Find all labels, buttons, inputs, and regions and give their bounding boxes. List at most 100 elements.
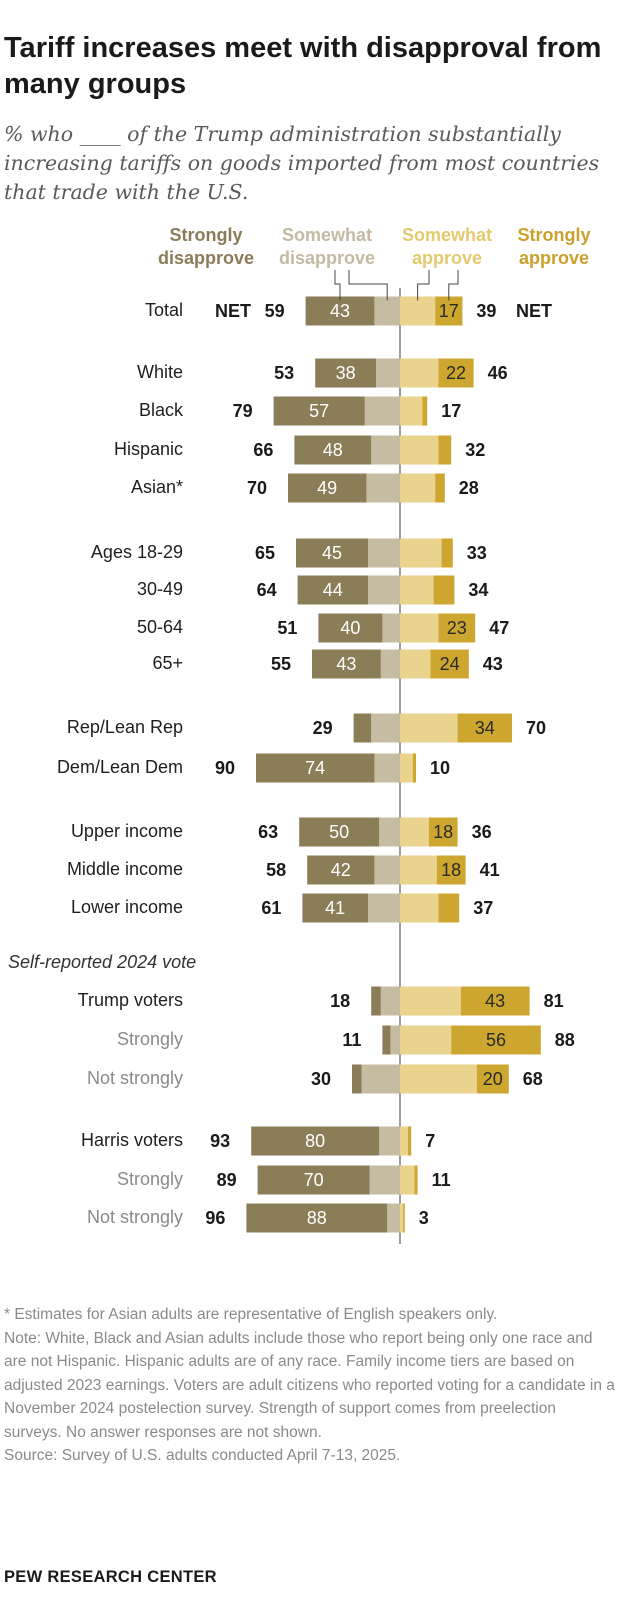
legend-strongly-approve-line1: Strongly: [517, 225, 590, 245]
bar-somewhat-disapprove: [390, 1025, 400, 1055]
bar-somewhat-approve: [400, 855, 437, 885]
net-disapprove-value: 70: [247, 478, 267, 498]
legend-strongly-approve-line2: approve: [519, 248, 589, 268]
bar-strongly-disapprove: [299, 817, 380, 847]
row-label: Black: [139, 400, 184, 420]
net-disapprove-value: 89: [217, 1170, 237, 1190]
bar-somewhat-approve: [400, 817, 429, 847]
leader-somewhat-disapprove: [348, 270, 388, 301]
row-label: Middle income: [67, 859, 183, 879]
value-strongly-disapprove: 49: [317, 478, 337, 498]
net-approve-value: 17: [441, 401, 461, 421]
bar-somewhat-disapprove: [379, 817, 400, 847]
row-label: Hispanic: [114, 439, 183, 459]
bar-strongly-disapprove: [302, 893, 368, 923]
bar-somewhat-approve: [400, 538, 442, 568]
bar-strongly-disapprove: [288, 473, 367, 503]
bar-strongly-disapprove: [353, 713, 372, 743]
asterisk-note: * Estimates for Asian adults are represe…: [4, 1306, 498, 1323]
row-label: 50-64: [137, 617, 183, 637]
net-approve-value: 47: [489, 618, 509, 638]
row-label: Ages 18-29: [91, 542, 183, 562]
bar-strongly-approve: [435, 296, 463, 326]
bar-somewhat-approve: [400, 649, 431, 679]
bar-somewhat-approve: [400, 1064, 477, 1094]
bar-strongly-disapprove: [307, 855, 375, 885]
chart-title: Tariff increases meet with disapproval f…: [4, 32, 602, 100]
bar-strongly-approve: [460, 986, 530, 1016]
value-strongly-approve: 23: [447, 618, 467, 638]
bar-strongly-disapprove: [315, 358, 376, 388]
value-strongly-disapprove: 40: [340, 618, 360, 638]
bar-strongly-approve: [433, 575, 455, 605]
row-label: Total: [145, 300, 183, 320]
value-strongly-disapprove: 48: [323, 440, 343, 460]
net-approve-value: 3: [419, 1208, 429, 1228]
bar-strongly-approve: [422, 396, 428, 426]
bar-somewhat-approve: [400, 1126, 408, 1156]
row-label: Dem/Lean Dem: [57, 757, 183, 777]
net-approve-value: 39: [476, 301, 496, 321]
value-strongly-approve: 24: [440, 654, 460, 674]
bar-somewhat-disapprove: [387, 1203, 400, 1233]
net-disapprove-value: 55: [271, 654, 291, 674]
pew-logo: PEW RESEARCH CENTER: [4, 1568, 217, 1586]
bar-strongly-approve: [476, 1064, 509, 1094]
bar-strongly-disapprove: [382, 1025, 391, 1055]
bar-strongly-approve: [438, 358, 474, 388]
value-strongly-approve: 18: [433, 822, 453, 842]
net-approve-value: 7: [425, 1131, 435, 1151]
bar-somewhat-approve: [400, 575, 434, 605]
bar-somewhat-approve: [400, 473, 436, 503]
value-strongly-disapprove: 41: [325, 898, 345, 918]
net-disapprove-value: 65: [255, 543, 275, 563]
value-strongly-disapprove: 50: [329, 822, 349, 842]
bar-strongly-approve: [457, 713, 512, 743]
bar-somewhat-disapprove: [380, 986, 400, 1016]
net-approve-value: 68: [523, 1069, 543, 1089]
leader-strongly-disapprove: [334, 270, 341, 301]
leader-somewhat-approve: [417, 270, 430, 301]
row-label: Upper income: [71, 821, 183, 841]
bar-somewhat-approve: [400, 753, 413, 783]
legend-somewhat-approve-line1: Somewhat: [402, 225, 492, 245]
bar-strongly-disapprove: [256, 753, 375, 783]
net-disapprove-value: 90: [215, 758, 235, 778]
leader-strongly-approve: [448, 270, 459, 301]
bar-somewhat-disapprove: [368, 575, 400, 605]
value-strongly-approve: 20: [483, 1069, 503, 1089]
bar-somewhat-approve: [400, 613, 439, 643]
section-heading-2024-vote: Self-reported 2024 vote: [8, 952, 196, 972]
legend-strongly-disapprove-line1: Strongly: [169, 225, 242, 245]
net-disapprove-value: 30: [311, 1069, 331, 1089]
bar-somewhat-approve: [400, 435, 439, 465]
legend-strongly-disapprove-line2: disapprove: [158, 248, 254, 268]
value-strongly-disapprove: 42: [331, 860, 351, 880]
bar-somewhat-disapprove: [374, 855, 400, 885]
net-disapprove-value: 61: [261, 898, 281, 918]
bar-somewhat-disapprove: [371, 713, 400, 743]
net-disapprove-value: 53: [274, 363, 294, 383]
bar-strongly-disapprove: [297, 575, 368, 605]
value-strongly-approve: 56: [486, 1030, 506, 1050]
bar-strongly-approve: [438, 893, 460, 923]
row-label: 30-49: [137, 579, 183, 599]
net-disapprove-value: 51: [277, 618, 297, 638]
net-disapprove-value: 11: [342, 1030, 361, 1050]
bar-somewhat-approve: [400, 296, 436, 326]
net-approve-value: 37: [473, 898, 493, 918]
row-label: Rep/Lean Rep: [67, 717, 183, 737]
bar-strongly-approve: [438, 435, 452, 465]
bar-somewhat-disapprove: [369, 1165, 400, 1195]
net-approve-value: 46: [488, 363, 508, 383]
bar-strongly-approve: [451, 1025, 541, 1055]
value-strongly-disapprove: 70: [304, 1170, 324, 1190]
value-strongly-approve: 22: [446, 363, 466, 383]
bar-strongly-approve: [430, 649, 469, 679]
bar-somewhat-approve: [400, 713, 458, 743]
bar-somewhat-approve: [400, 396, 423, 426]
value-strongly-disapprove: 45: [322, 543, 342, 563]
chart-notes: * Estimates for Asian adults are represe…: [4, 1303, 616, 1468]
bar-somewhat-disapprove: [376, 358, 400, 388]
bar-strongly-disapprove: [294, 435, 372, 465]
